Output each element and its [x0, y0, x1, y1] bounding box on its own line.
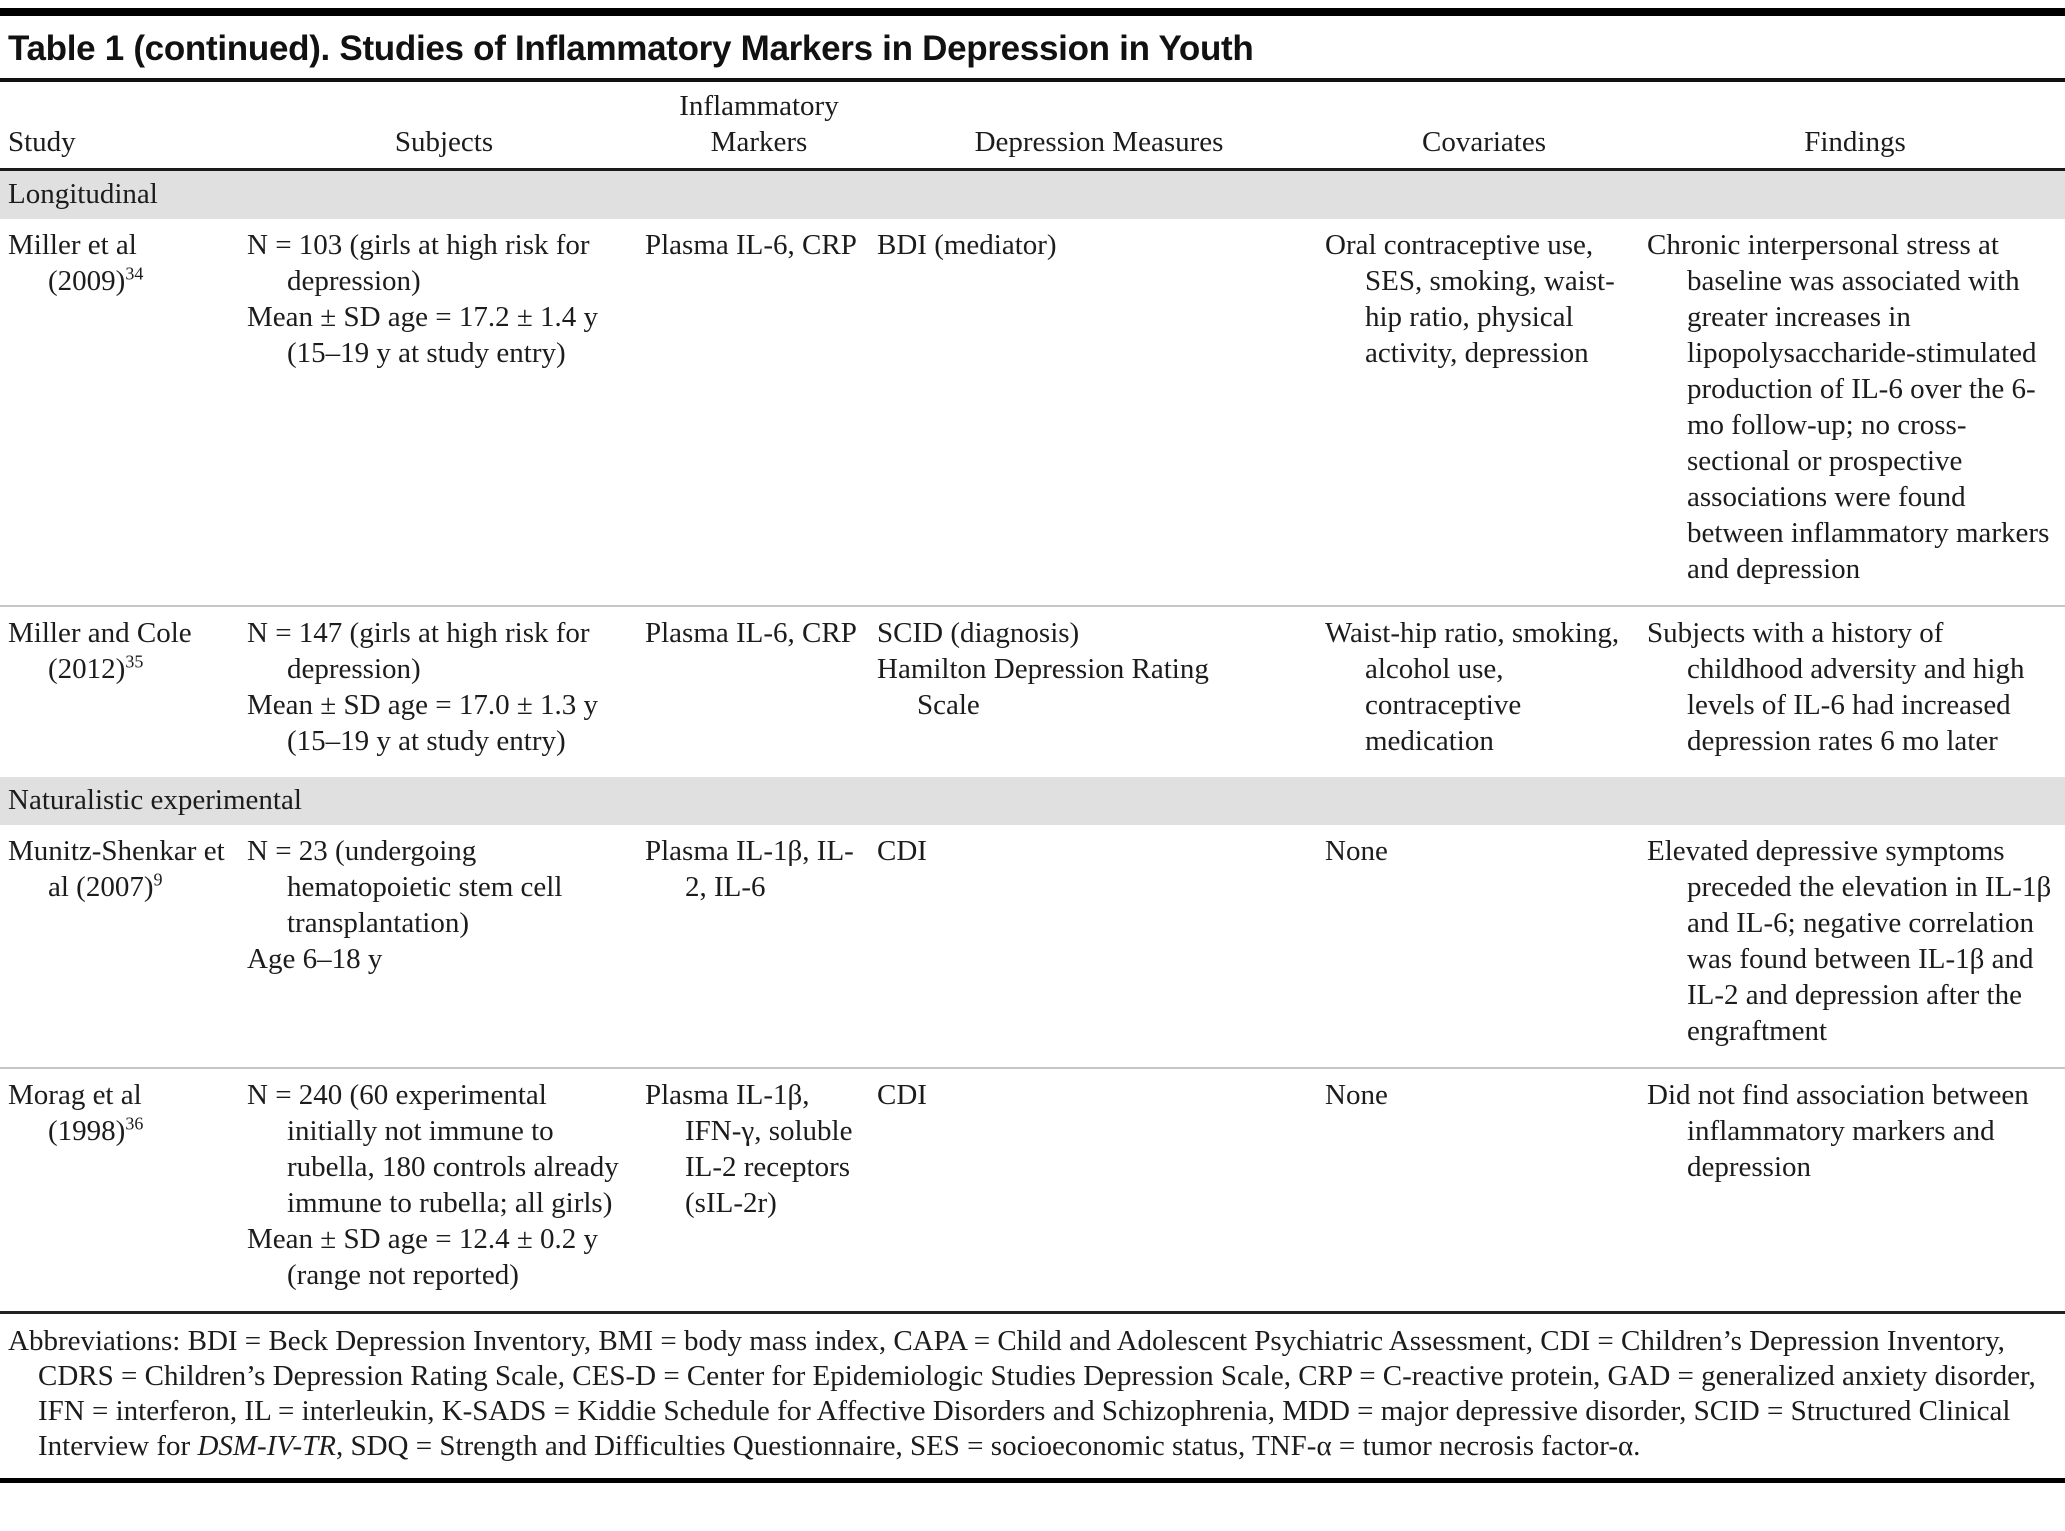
cell-subjects: N = 103 (girls at high risk for depressi…: [247, 229, 599, 369]
cell-covariates: None: [1325, 835, 1388, 867]
study-citation: Morag et al (1998): [8, 1079, 142, 1147]
cell-covariates: Waist-hip ratio, smoking, alcohol use, c…: [1323, 605, 1645, 777]
col-header-covariates: Covariates: [1421, 126, 1546, 158]
section-row-naturalistic: Naturalistic experimental: [0, 777, 2065, 825]
study-citation: Munitz-Shenkar et al (2007): [8, 835, 225, 903]
cell-measures: CDI: [877, 835, 927, 867]
study-citation: Miller et al (2009): [8, 229, 137, 297]
cell-markers: Plasma IL-6, CRP: [643, 605, 875, 777]
footnote-text: Abbreviations: BDI = Beck Depression Inv…: [8, 1325, 2036, 1462]
abbreviations-footnote: Abbreviations: BDI = Beck Depression Inv…: [0, 1314, 2065, 1478]
cell-findings: Elevated depressive symptoms preceded th…: [1647, 835, 2052, 1047]
cell-covariates: None: [1323, 1067, 1645, 1313]
cell-study: Miller and Cole (2012)35: [0, 605, 245, 777]
paper-table-page: Table 1 (continued). Studies of Inflamma…: [0, 8, 2065, 1483]
studies-table: Study Subjects Inflammatory Markers Depr…: [0, 82, 2065, 1314]
cell-measures: CDI: [875, 1067, 1323, 1313]
reference-superscript: 36: [125, 1113, 144, 1134]
cell-study: Morag et al (1998)36: [0, 1067, 245, 1313]
col-header-subjects: Subjects: [394, 126, 494, 158]
study-row-miller-2009: Miller et al (2009)34 N = 103 (girls at …: [0, 219, 2065, 606]
cell-study: Munitz-Shenkar et al (2007)9: [0, 825, 245, 1068]
study-row-morag-1998: Morag et al (1998)36 N = 240 (60 experim…: [0, 1067, 2065, 1313]
cell-markers: Plasma IL-1β, IFN-γ, soluble IL-2 recept…: [643, 1067, 875, 1313]
footnote-text: , SDQ = Strength and Difficulties Questi…: [335, 1430, 1641, 1462]
cell-measures: SCID (diagnosis) Hamilton Depression Rat…: [875, 605, 1323, 777]
cell-findings: Chronic interpersonal stress at baseline…: [1647, 229, 2050, 585]
reference-superscript: 35: [125, 651, 144, 672]
cell-subjects: N = 240 (60 experimental initially not i…: [245, 1067, 643, 1313]
cell-measures: BDI (mediator): [877, 229, 1057, 261]
title-rule: [0, 78, 2065, 82]
cell-subjects: N = 23 (undergoing hematopoietic stem ce…: [247, 835, 563, 975]
cell-covariates: Oral contraceptive use, SES, smoking, wa…: [1325, 229, 1615, 369]
section-label: Longitudinal: [0, 169, 2065, 219]
header-row: Study Subjects Inflammatory Markers Depr…: [0, 82, 2065, 170]
reference-superscript: 9: [153, 869, 163, 890]
cell-findings: Subjects with a history of childhood adv…: [1645, 605, 2065, 777]
footnote-italic-term: DSM-IV-TR: [197, 1430, 336, 1462]
col-header-markers: Inflammatory Markers: [679, 90, 839, 158]
cell-subjects: N = 147 (girls at high risk for depressi…: [245, 605, 643, 777]
study-row-munitz-shenkar-2007: Munitz-Shenkar et al (2007)9 N = 23 (und…: [0, 825, 2065, 1068]
cell-findings: Did not find association between inflamm…: [1645, 1067, 2065, 1313]
col-header-measures: Depression Measures: [974, 126, 1224, 158]
table-header: Study Subjects Inflammatory Markers Depr…: [0, 82, 2065, 170]
bottom-rule: [0, 1478, 2065, 1483]
cell-study: Miller et al (2009)34: [0, 219, 245, 606]
col-header-findings: Findings: [1804, 126, 1906, 158]
cell-markers: Plasma IL-6, CRP: [645, 229, 857, 261]
table-title: Table 1 (continued). Studies of Inflamma…: [8, 29, 1254, 68]
col-header-study: Study: [8, 126, 76, 158]
cell-markers: Plasma IL-1β, IL-2, IL-6: [645, 835, 854, 903]
reference-superscript: 34: [125, 263, 144, 284]
section-row-longitudinal: Longitudinal: [0, 169, 2065, 219]
study-row-miller-cole-2012: Miller and Cole (2012)35 N = 147 (girls …: [0, 605, 2065, 777]
study-citation: Miller and Cole (2012): [8, 617, 192, 685]
section-label: Naturalistic experimental: [0, 777, 2065, 825]
top-rule: [0, 8, 2065, 16]
